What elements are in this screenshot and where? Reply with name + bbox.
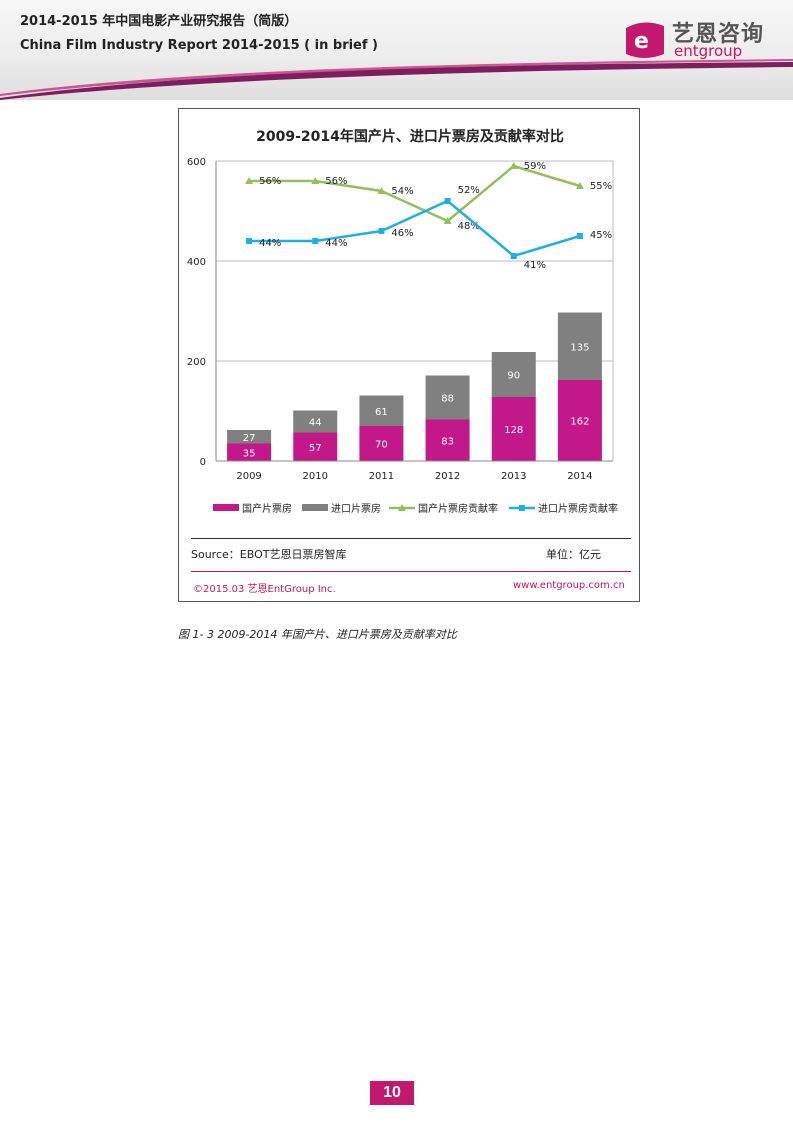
entgroup-logo: e 艺恩咨询 entgroup (620, 18, 770, 62)
imported-rate-marker (378, 228, 385, 234)
y-tick-label: 400 (187, 257, 206, 268)
bar-domestic (491, 397, 536, 461)
header-swoosh (0, 59, 793, 100)
bar-domestic-label: 70 (375, 440, 388, 451)
imported-rate-label: 46% (391, 228, 413, 239)
page-header: 2014-2015 年中国电影产业研究报告（简版） China Film Ind… (0, 0, 793, 100)
bar-domestic (293, 432, 338, 461)
x-tick-label: 2009 (236, 471, 261, 482)
bar-domestic-label: 128 (504, 425, 523, 436)
box-office-chart: 2009-2014年国产片、进口片票房及贡献率对比 0 200 400 600 35 27 2… (187, 128, 618, 515)
y-tick-label: 0 (200, 457, 206, 468)
bar-imported (293, 410, 338, 433)
logo-text-en: entgroup (674, 42, 743, 60)
bar-imported-label: 27 (243, 433, 256, 444)
bar-imported (557, 312, 602, 380)
domestic-rate-marker (509, 162, 518, 169)
y-tick-label: 600 (187, 157, 206, 168)
domestic-rate-label: 56% (325, 176, 347, 187)
imported-rate-marker (444, 198, 451, 204)
domestic-rate-line (249, 164, 581, 223)
bar-domestic (425, 419, 470, 461)
chart-figure: 2009-2014年国产片、进口片票房及贡献率对比 0 200 400 600 35 27 2… (178, 108, 640, 602)
bar-domestic-label: 162 (570, 417, 589, 428)
header-title-en: China Film Industry Report 2014-2015 ( i… (20, 38, 379, 53)
footer-divider (191, 571, 631, 572)
bar-imported (359, 395, 404, 426)
logo-text-cn: 艺恩咨询 (672, 22, 765, 47)
header-title-cn: 2014-2015 年中国电影产业研究报告（简版） (20, 14, 298, 29)
unit-text: 单位：亿元 (546, 548, 601, 561)
entgroup-logo-icon: e (626, 22, 664, 59)
bar-domestic (359, 426, 404, 461)
domestic-rate-marker (377, 187, 386, 194)
domestic-rate-label: 56% (259, 176, 281, 187)
domestic-rate-label: 59% (524, 161, 546, 172)
domestic-rate-label: 48% (458, 221, 480, 232)
domestic-rate-label: 54% (391, 186, 413, 197)
imported-rate-label: 44% (325, 238, 347, 249)
bar-domestic-label: 57 (309, 443, 322, 454)
x-tick-label: 2010 (303, 471, 328, 482)
domestic-rate-marker (575, 182, 584, 189)
domestic-rate-marker (443, 217, 452, 224)
legend-marker (398, 504, 406, 511)
x-tick-label: 2012 (435, 471, 460, 482)
source-divider (191, 538, 631, 539)
legend-label: 进口片票房 (331, 502, 381, 515)
bar-imported-label: 61 (375, 407, 388, 418)
legend-swatch (302, 504, 328, 511)
x-tick-label: 2013 (501, 471, 526, 482)
legend-label: 国产片票房贡献率 (418, 502, 498, 515)
legend-label: 进口片票房贡献率 (538, 502, 618, 515)
imported-rate-marker (576, 233, 583, 239)
bar-domestic-label: 35 (243, 448, 256, 459)
imported-rate-marker (246, 238, 253, 244)
imported-rate-marker (312, 238, 319, 244)
legend-marker (519, 505, 525, 511)
imported-rate-line (249, 199, 581, 258)
x-tick-label: 2014 (567, 471, 592, 482)
page-number: 10 (370, 1081, 414, 1105)
bar-imported (491, 352, 536, 397)
imported-rate-label: 44% (259, 238, 281, 249)
chart-title: 2009-2014年国产片、进口片票房及贡献率对比 (256, 128, 564, 145)
figure-caption: 图 1- 3 2009-2014 年国产片、进口片票房及贡献率对比 (178, 628, 457, 641)
website-text: www.entgroup.com.cn (513, 580, 625, 591)
bar-imported-label: 90 (507, 371, 520, 382)
imported-rate-label: 41% (524, 260, 546, 271)
bar-imported-label: 88 (441, 394, 454, 405)
copyright-text: ©2015.03 艺恩EntGroup Inc. (193, 584, 336, 595)
imported-rate-label: 45% (590, 230, 612, 241)
domestic-rate-marker (311, 177, 320, 184)
imported-rate-label: 52% (458, 185, 480, 196)
bar-imported-label: 44 (309, 418, 322, 429)
source-text: Source：EBOT艺恩日票房智库 (191, 548, 347, 561)
legend-swatch (213, 504, 239, 511)
y-tick-label: 200 (187, 357, 206, 368)
x-tick-label: 2011 (369, 471, 394, 482)
bar-domestic-label: 83 (441, 436, 454, 447)
bar-imported-label: 135 (570, 342, 589, 353)
domestic-rate-marker (245, 177, 254, 184)
bar-domestic (557, 380, 602, 461)
bar-domestic (227, 443, 272, 461)
domestic-rate-label: 55% (590, 181, 612, 192)
bar-imported (227, 430, 272, 444)
legend-label: 国产片票房 (242, 502, 292, 515)
svg-text:e: e (634, 29, 649, 54)
bar-imported (425, 375, 470, 420)
imported-rate-marker (510, 253, 517, 259)
